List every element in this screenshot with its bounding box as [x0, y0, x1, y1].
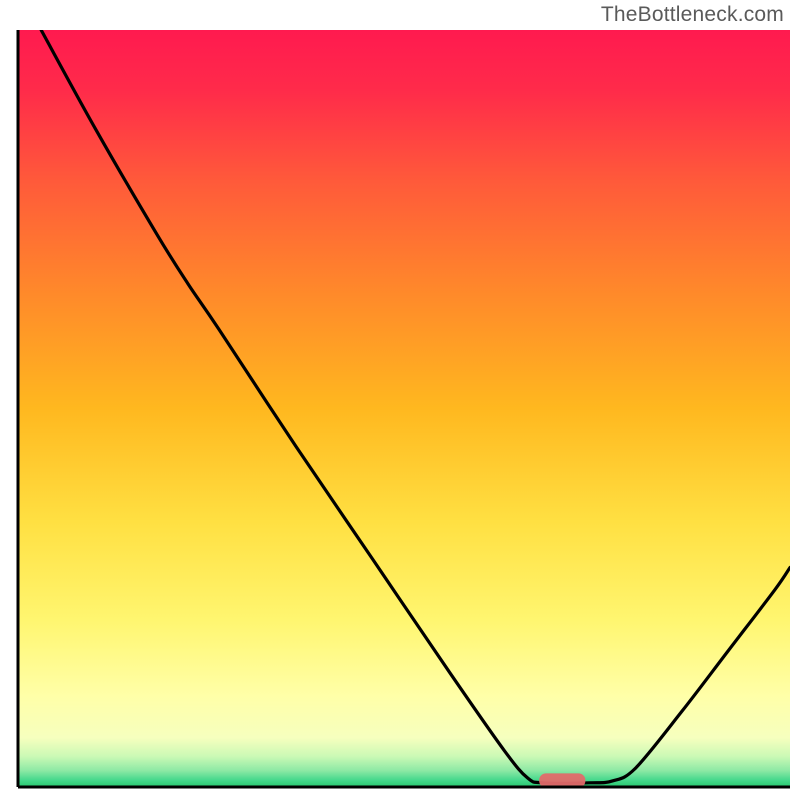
- chart-svg: [15, 30, 790, 790]
- watermark-text: TheBottleneck.com: [601, 3, 784, 27]
- bottleneck-chart: [15, 30, 790, 790]
